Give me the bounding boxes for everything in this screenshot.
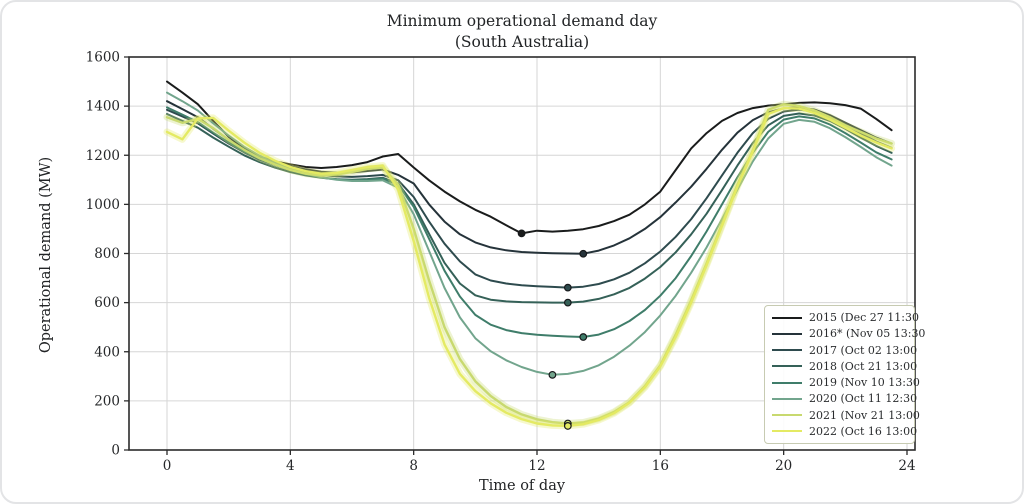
x-tick-label: 4 — [286, 458, 295, 474]
y-tick-label: 1200 — [86, 148, 120, 164]
chart-title-block: Minimum operational demand day (South Au… — [129, 11, 915, 53]
legend-swatch-2020 — [772, 397, 802, 400]
y-tick-label: 1000 — [86, 197, 120, 213]
legend-swatch-2017 — [772, 349, 802, 352]
chart-subtitle: (South Australia) — [454, 32, 590, 51]
y-tick-label: 600 — [94, 295, 120, 311]
min-marker-2022 — [563, 422, 572, 430]
x-tick-label: 8 — [409, 458, 418, 474]
legend-swatch-2019 — [772, 381, 802, 384]
x-tick-label: 12 — [528, 458, 545, 474]
legend-item-2017: 2017 (Oct 02 13:00 — [772, 344, 917, 357]
y-tick-label: 200 — [94, 393, 120, 409]
min-marker-2016 — [579, 249, 588, 258]
legend-item-2021: 2021 (Nov 21 13:00 — [772, 409, 920, 422]
legend-label-2021: 2021 (Nov 21 13:00 — [809, 408, 920, 422]
series-lines — [163, 80, 896, 430]
series-line-2017 — [166, 108, 893, 289]
legend-item-2019: 2019 (Nov 10 13:30 — [772, 376, 920, 389]
legend-label-2016: 2016* (Nov 05 13:30 — [809, 327, 926, 341]
min-marker-2015 — [517, 229, 526, 238]
y-tick-label: 0 — [111, 443, 120, 459]
axis-ticks — [124, 56, 908, 455]
legend-item-2015: 2015 (Dec 27 11:30 — [772, 311, 919, 324]
min-marker-2017 — [563, 283, 572, 292]
legend-swatch-2022 — [772, 430, 802, 433]
legend-swatch-2018 — [772, 365, 802, 368]
legend-label-2018: 2018 (Oct 21 13:00 — [809, 359, 918, 373]
x-tick-label: 20 — [775, 458, 792, 474]
min-marker-2019 — [579, 333, 588, 341]
legend-item-2016: 2016* (Nov 05 13:30 — [772, 327, 925, 340]
x-axis-label: Time of day — [478, 478, 566, 494]
x-tick-label: 0 — [163, 458, 172, 474]
min-marker-2020 — [548, 370, 557, 379]
legend-label-2022: 2022 (Oct 16 13:00 — [809, 424, 918, 438]
series-line-2022 — [165, 106, 893, 428]
chart-title: Minimum operational demand day — [386, 12, 658, 30]
y-axis-label: Operational demand (MW) — [38, 156, 54, 354]
legend-label-2017: 2017 (Oct 02 13:00 — [809, 343, 918, 357]
legend-swatch-2021 — [772, 414, 802, 417]
legend-item-2018: 2018 (Oct 21 13:00 — [772, 360, 917, 373]
y-tick-label: 400 — [94, 344, 120, 360]
legend-swatch-2016 — [772, 332, 802, 335]
axis-tick-labels: 0 4 8 12 16 20 24 0 200 400 600 800 1000 1200 1400 1600 — [86, 50, 916, 475]
y-tick-label: 1400 — [86, 99, 120, 115]
series-line-2015 — [166, 80, 893, 235]
series-line-2018 — [166, 112, 893, 304]
y-tick-label: 1600 — [86, 50, 120, 66]
x-tick-label: 16 — [652, 458, 669, 474]
min-marker-2018 — [563, 298, 572, 307]
legend-label-2020: 2020 (Oct 11 12:30 — [809, 392, 918, 406]
series-line-2021 — [165, 103, 893, 425]
legend-swatch-2015 — [772, 316, 802, 319]
legend-label-2019: 2019 (Nov 10 13:30 — [809, 376, 920, 390]
legend-label-2015: 2015 (Dec 27 11:30 — [809, 311, 919, 324]
legend-item-2020: 2020 (Oct 11 12:30 — [772, 392, 917, 405]
min-markers — [517, 229, 588, 430]
y-tick-label: 800 — [94, 246, 120, 262]
x-tick-label: 24 — [898, 458, 915, 474]
legend: 2015 (Dec 27 11:30 2016* (Nov 05 13:30 201… — [764, 305, 925, 444]
legend-item-2022: 2022 (Oct 16 13:00 — [772, 425, 917, 438]
